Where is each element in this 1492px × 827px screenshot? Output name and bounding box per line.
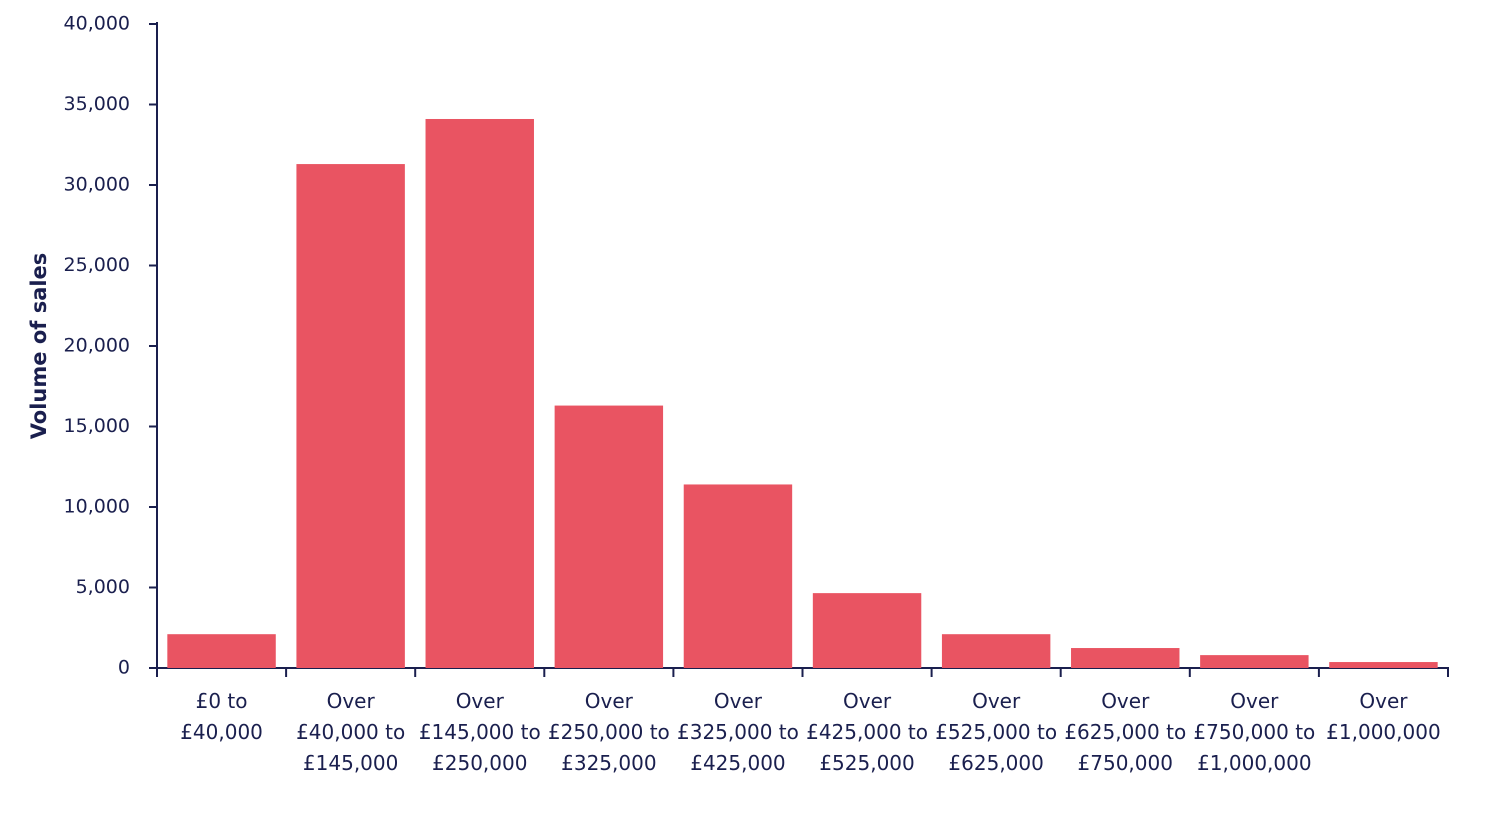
x-tick-label: Over £40,000 to £145,000 xyxy=(296,689,406,775)
x-tick-label: Over £525,000 to £625,000 xyxy=(935,689,1058,775)
y-tick-label: 40,000 xyxy=(64,13,130,35)
y-tick-label: 35,000 xyxy=(64,93,130,115)
x-tick-label: Over £325,000 to £425,000 xyxy=(677,689,799,775)
bar xyxy=(1200,655,1309,668)
y-tick-label: 15,000 xyxy=(64,415,130,437)
y-tick-label: 10,000 xyxy=(64,496,130,518)
bar xyxy=(683,484,793,668)
bar xyxy=(1329,662,1438,668)
x-tick-label: Over £625,000 to £750,000 xyxy=(1064,689,1187,775)
bar xyxy=(554,405,664,668)
y-tick-label: 5,000 xyxy=(76,576,130,598)
x-tick-label: Over £750,000 to £1,000,000 xyxy=(1193,689,1316,775)
bar xyxy=(941,634,1051,668)
y-axis-label: Volume of sales xyxy=(27,253,51,440)
x-tick-label: Over £145,000 to £250,000 xyxy=(418,689,541,775)
bar xyxy=(167,634,276,668)
y-tick-label: 0 xyxy=(118,657,130,679)
y-tick-label: 20,000 xyxy=(64,335,130,357)
x-tick-label: £0 to £40,000 xyxy=(180,689,263,744)
bar xyxy=(296,164,405,668)
bar xyxy=(425,118,534,669)
bar xyxy=(1071,648,1180,668)
y-tick-label: 30,000 xyxy=(64,174,130,196)
bar xyxy=(812,593,922,668)
x-tick-label: Over £250,000 to £325,000 xyxy=(547,689,670,775)
y-tick-label: 25,000 xyxy=(64,254,130,276)
x-tick-label: Over £1,000,000 xyxy=(1326,689,1441,744)
x-tick-label: Over £425,000 to £525,000 xyxy=(806,689,928,775)
